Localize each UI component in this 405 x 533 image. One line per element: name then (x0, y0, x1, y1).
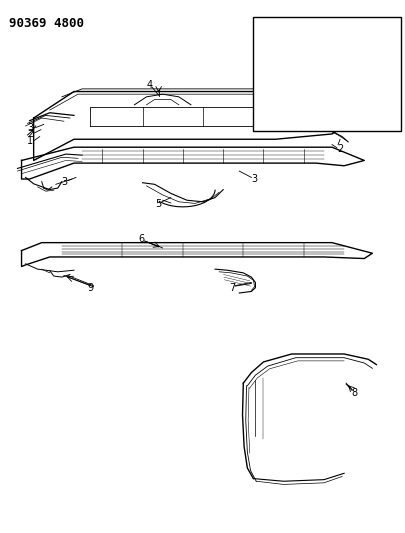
Text: 3: 3 (61, 176, 67, 187)
Text: 5: 5 (155, 199, 161, 209)
Text: 90369 4800: 90369 4800 (9, 17, 84, 30)
Text: 4: 4 (146, 80, 152, 90)
Text: 3: 3 (27, 123, 33, 133)
Text: 7: 7 (228, 282, 234, 293)
Text: 2: 2 (27, 129, 34, 139)
Bar (253, 17, 400, 131)
Text: 9: 9 (87, 282, 93, 293)
Text: 1: 1 (27, 136, 33, 146)
Text: 2: 2 (336, 144, 342, 154)
Text: 3: 3 (251, 174, 257, 184)
Text: 1: 1 (375, 76, 381, 86)
Text: 8: 8 (350, 387, 356, 398)
Text: 6: 6 (138, 234, 145, 244)
